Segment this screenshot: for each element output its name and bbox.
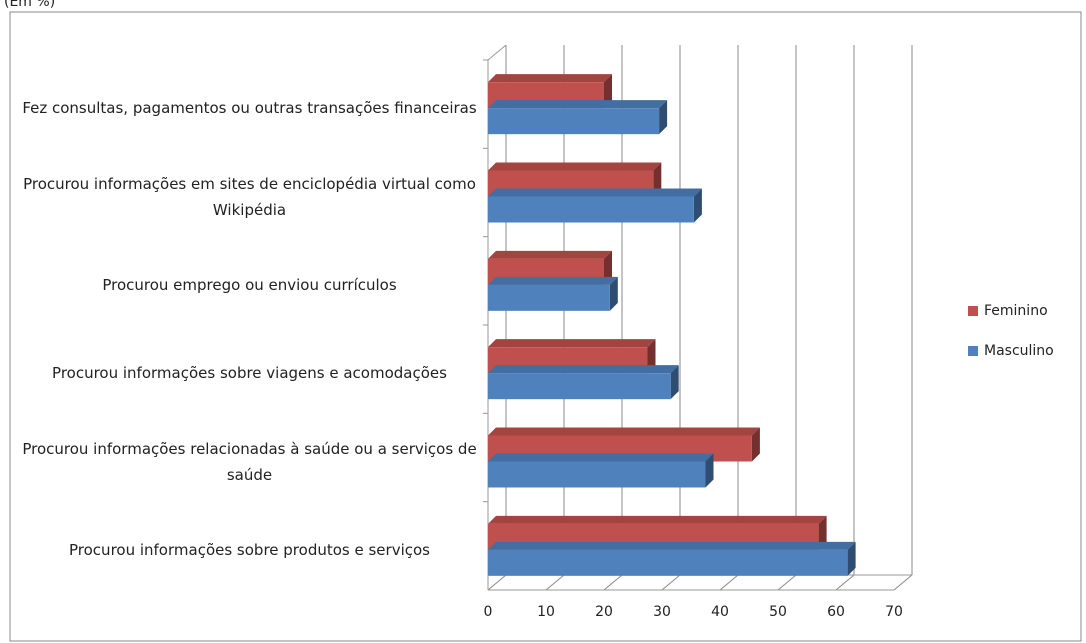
bar (488, 284, 610, 311)
x-tick-label: 10 (537, 604, 555, 620)
bar-side (705, 453, 714, 488)
x-tick-label: 50 (769, 604, 787, 620)
grid-line (835, 574, 855, 591)
bar-top (488, 188, 702, 197)
y-tick-label: Fez consultas, pagamentos ou outras tran… (22, 99, 477, 118)
y-tick-label: Procurou informações em sites de enciclo… (23, 174, 476, 219)
bar-top (488, 339, 656, 348)
legend-label: Feminino (984, 303, 1048, 319)
legend-swatch (968, 346, 978, 356)
x-tick-label: 60 (827, 604, 845, 620)
bar-side (693, 188, 702, 223)
x-tick-label: 70 (885, 604, 903, 620)
grid-line (777, 574, 797, 591)
y-tick-label: Procurou emprego ou enviou currículos (102, 275, 397, 294)
bar-top (488, 515, 827, 524)
x-tick-label: 40 (711, 604, 729, 620)
bar-top (488, 453, 714, 462)
bar-side (653, 162, 662, 197)
bar (488, 549, 848, 576)
bar-side (604, 74, 612, 109)
bar-top (488, 365, 679, 374)
legend-label: Masculino (984, 343, 1054, 359)
bar-side (847, 541, 856, 576)
y-tick-label: Procurou informações sobre produtos e se… (69, 540, 430, 559)
bar-side (647, 339, 656, 374)
bar (488, 373, 671, 400)
bar (488, 461, 706, 488)
bar-top (488, 250, 612, 259)
grid-line (545, 574, 565, 591)
grid-line (603, 574, 623, 591)
bar-side (751, 427, 760, 462)
x-tick-label: 30 (653, 604, 671, 620)
grid-line (893, 574, 913, 591)
chart-title: (Em %) (4, 0, 55, 10)
bar-side (659, 100, 668, 135)
legend-swatch (968, 306, 978, 316)
y-tick-label: Procurou informações relacionadas à saúd… (22, 439, 477, 484)
grid-line (487, 574, 507, 591)
y-tick-label: Procurou informações sobre viagens e aco… (52, 364, 447, 383)
grid-line (661, 574, 681, 591)
bar-side (604, 250, 612, 285)
bar-side (818, 515, 827, 550)
axis-wall (487, 44, 507, 61)
bar-top (488, 74, 612, 83)
bar-side (670, 365, 679, 400)
chart-border (9, 11, 1082, 642)
x-tick-label: 20 (595, 604, 613, 620)
grid-line (719, 574, 739, 591)
x-tick-label: 0 (484, 604, 493, 620)
bar-top (488, 427, 760, 436)
bar-top (488, 100, 668, 109)
bar (488, 196, 694, 223)
bar-top (488, 541, 856, 550)
bar-top (488, 276, 618, 285)
bar-top (488, 162, 662, 171)
bar-side (609, 276, 618, 311)
bar (488, 108, 660, 135)
